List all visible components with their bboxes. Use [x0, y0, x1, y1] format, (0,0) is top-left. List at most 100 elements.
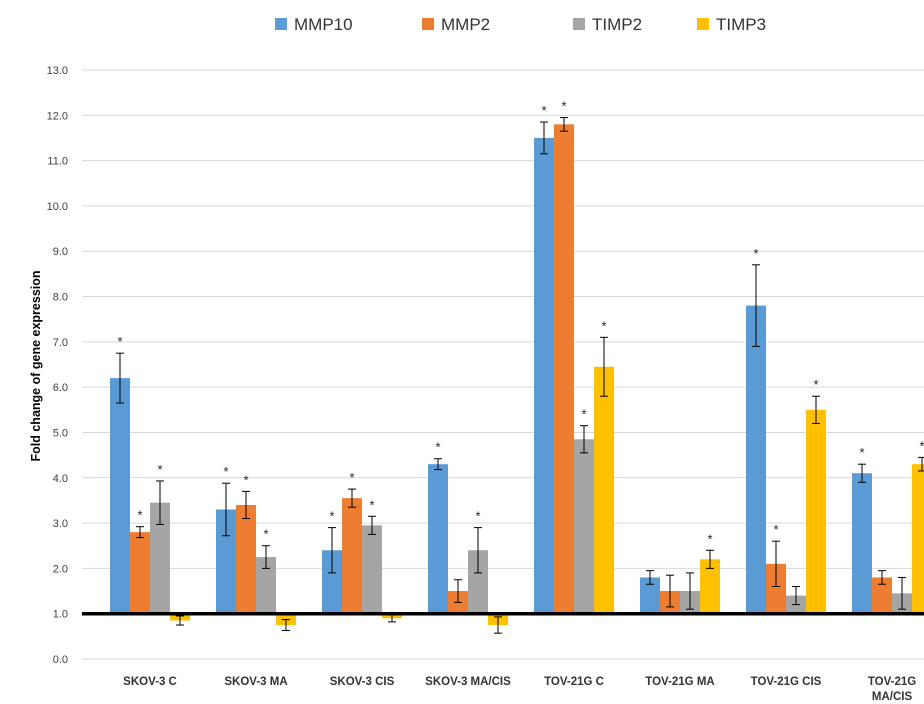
error-bar	[328, 527, 336, 574]
x-category-label: SKOV-3 CIS	[330, 676, 395, 688]
bar-mmp2-7	[872, 577, 892, 614]
significance-marker: *	[263, 527, 268, 542]
significance-marker: *	[773, 522, 778, 537]
error-bar	[368, 515, 376, 535]
bar-mmp10-7	[852, 473, 872, 614]
legend-swatch	[275, 18, 287, 30]
legend-item-timp3: TIMP3	[697, 15, 766, 34]
error-bar	[772, 540, 780, 588]
error-bar	[116, 352, 124, 404]
error-bar	[752, 264, 760, 347]
error-bar	[454, 579, 462, 603]
bar-mmp10-0	[110, 378, 130, 614]
significance-marker: *	[919, 438, 924, 453]
y-tick-label: 2.0	[53, 563, 68, 575]
significance-marker: *	[753, 246, 758, 261]
bar-mmp2-4	[554, 124, 574, 614]
x-category-label: MA/CIS	[872, 691, 913, 703]
y-axis: 0.0 1.0 2.0 3.0 4.0 5.0 6.0 7.0 8.0 9.0 10.0 11.0 12…	[47, 65, 68, 666]
error-bar	[560, 117, 568, 132]
gridlines	[82, 69, 924, 660]
x-category-label: TOV-21G	[868, 676, 916, 688]
x-category-label: SKOV-3 C	[123, 676, 177, 688]
error-bar	[176, 615, 184, 626]
y-tick-label: 4.0	[53, 473, 68, 485]
significance-marker: *	[707, 531, 712, 546]
y-tick-label: 8.0	[53, 292, 68, 304]
bar-mmp10-3	[428, 464, 448, 614]
error-bar	[918, 456, 924, 472]
y-tick-label: 1.0	[53, 609, 68, 621]
error-bar	[540, 121, 548, 155]
y-tick-label: 10.0	[47, 201, 68, 213]
bar-mmp2-2	[342, 498, 362, 614]
legend-swatch	[573, 18, 585, 30]
significance-marker: *	[117, 334, 122, 349]
error-bar	[580, 425, 588, 454]
bar-mmp2-0	[130, 532, 150, 614]
bar-mmp10-4	[534, 137, 554, 614]
legend-swatch	[697, 18, 709, 30]
x-axis: SKOV-3 C SKOV-3 MA SKOV-3 CIS SKOV-3 MA/CIS…	[123, 676, 916, 703]
x-category-label: TOV-21G MA	[645, 676, 714, 688]
significance-marker: *	[349, 470, 354, 485]
error-bar	[878, 570, 886, 585]
legend-swatch	[422, 18, 434, 30]
error-bar	[646, 570, 654, 585]
bar-timp2-3	[468, 550, 488, 614]
y-tick-label: 11.0	[47, 156, 68, 168]
x-category-label: TOV-21G CIS	[751, 676, 822, 688]
bar-mmp2-6	[766, 563, 786, 614]
significance-marker: *	[541, 103, 546, 118]
bar-timp3-7	[912, 464, 924, 614]
error-bar	[156, 480, 164, 525]
y-tick-label: 0.0	[53, 654, 68, 666]
significance-marker: *	[813, 377, 818, 392]
error-bar	[600, 336, 608, 397]
legend-label: TIMP3	[716, 15, 766, 34]
y-tick-label: 5.0	[53, 427, 68, 439]
error-bar	[812, 395, 820, 424]
error-bar	[858, 463, 866, 483]
y-tick-label: 7.0	[53, 337, 68, 349]
error-bar	[898, 576, 906, 610]
x-category-label: SKOV-3 MA	[224, 676, 287, 688]
error-bar	[666, 574, 674, 608]
significance-marker: *	[369, 497, 374, 512]
bar-timp2-1	[256, 557, 276, 614]
error-bar	[494, 616, 502, 634]
significance-marker: *	[601, 318, 606, 333]
significance-marker: *	[157, 462, 162, 477]
error-bar	[706, 549, 714, 569]
error-bar	[262, 545, 270, 569]
error-bar	[136, 526, 144, 539]
significance-marker: *	[435, 440, 440, 455]
x-category-label: TOV-21G C	[544, 676, 604, 688]
legend-item-timp2: TIMP2	[573, 15, 642, 34]
bar-timp2-0	[150, 502, 170, 614]
y-axis-label: Fold change of gene expression	[29, 270, 43, 461]
bar-mmp2-1	[236, 504, 256, 614]
error-bar	[282, 619, 290, 631]
error-bar	[686, 572, 694, 610]
error-bar	[474, 527, 482, 574]
bar-mmp10-6	[746, 305, 766, 614]
significance-marker: *	[859, 445, 864, 460]
bar-mmp10-5	[640, 577, 660, 614]
legend-item-mmp10: MMP10	[275, 15, 353, 34]
bars: * * * * * * * * * * * * * * * * * * * * *	[82, 99, 924, 634]
significance-marker: *	[581, 407, 586, 422]
significance-marker: *	[475, 509, 480, 524]
y-tick-label: 6.0	[53, 382, 68, 394]
significance-marker: *	[137, 508, 142, 523]
bar-mmp10-1	[216, 509, 236, 614]
x-category-label: SKOV-3 MA/CIS	[425, 676, 511, 688]
legend-label: TIMP2	[592, 15, 642, 34]
y-tick-label: 13.0	[47, 65, 68, 77]
y-tick-label: 12.0	[47, 110, 68, 122]
bar-mmp10-2	[322, 550, 342, 614]
bar-timp3-4	[594, 366, 614, 614]
significance-marker: *	[223, 464, 228, 479]
